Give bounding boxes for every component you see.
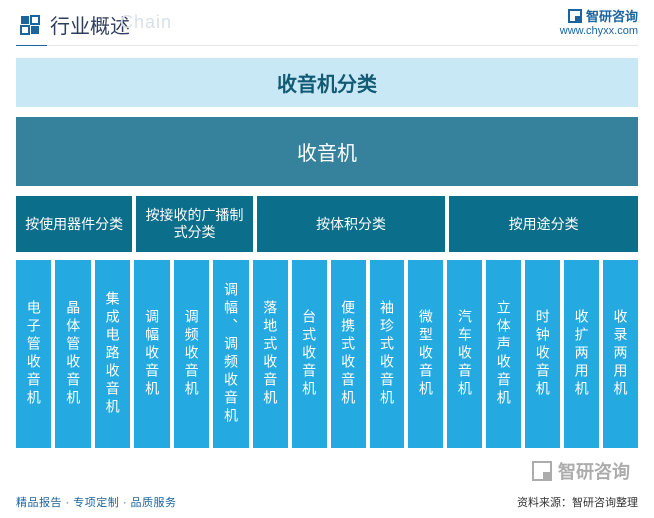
category-row: 按使用器件分类 按接收的广播制式分类 按体积分类 按用途分类 xyxy=(16,196,638,252)
brand-url: www.chyxx.com xyxy=(560,25,638,37)
leaf-node: 立体声收音机 xyxy=(486,260,521,448)
category-node: 按使用器件分类 xyxy=(16,196,132,252)
watermark-text: 智研咨询 xyxy=(558,458,630,484)
root-node: 收音机 xyxy=(16,117,638,186)
diagram-title: 收音机分类 xyxy=(16,58,638,107)
watermark-logo-icon xyxy=(532,461,552,481)
page-header: 行业概述 Chain 智研咨询 www.chyxx.com xyxy=(0,0,654,45)
footer-right: 资料来源：智研咨询整理 xyxy=(517,494,638,510)
leaf-node: 袖珍式收音机 xyxy=(370,260,405,448)
brand-logo-icon xyxy=(568,9,582,23)
leaf-node: 收扩两用机 xyxy=(564,260,599,448)
header-ghost-text: Chain xyxy=(120,12,172,33)
leaf-node: 便携式收音机 xyxy=(331,260,366,448)
leaf-node: 调频收音机 xyxy=(174,260,209,448)
leaf-row: 电子管收音机 晶体管收音机 集成电路收音机 调幅收音机 调频收音机 调幅、调频收… xyxy=(16,260,638,448)
brand-block: 智研咨询 www.chyxx.com xyxy=(560,6,638,37)
category-node: 按体积分类 xyxy=(257,196,446,252)
leaf-node: 调幅、调频收音机 xyxy=(213,260,248,448)
leaf-node: 落地式收音机 xyxy=(253,260,288,448)
leaf-node: 时钟收音机 xyxy=(525,260,560,448)
leaf-node: 集成电路收音机 xyxy=(95,260,130,448)
leaf-node: 晶体管收音机 xyxy=(55,260,90,448)
page-footer: 精品报告 · 专项定制 · 品质服务 资料来源：智研咨询整理 xyxy=(16,494,638,510)
leaf-node: 收录两用机 xyxy=(603,260,638,448)
leaf-node: 汽车收音机 xyxy=(447,260,482,448)
leaf-node: 微型收音机 xyxy=(408,260,443,448)
header-divider xyxy=(16,45,638,46)
header-icon xyxy=(18,13,42,37)
leaf-node: 电子管收音机 xyxy=(16,260,51,448)
diagram-canvas: 收音机分类 收音机 按使用器件分类 按接收的广播制式分类 按体积分类 按用途分类… xyxy=(0,58,654,448)
category-node: 按接收的广播制式分类 xyxy=(136,196,252,252)
leaf-node: 台式收音机 xyxy=(292,260,327,448)
leaf-node: 调幅收音机 xyxy=(134,260,169,448)
brand-name: 智研咨询 xyxy=(586,6,638,25)
watermark: 智研咨询 xyxy=(532,458,630,484)
category-node: 按用途分类 xyxy=(449,196,638,252)
footer-left: 精品报告 · 专项定制 · 品质服务 xyxy=(16,494,177,510)
header-title: 行业概述 xyxy=(50,10,130,39)
